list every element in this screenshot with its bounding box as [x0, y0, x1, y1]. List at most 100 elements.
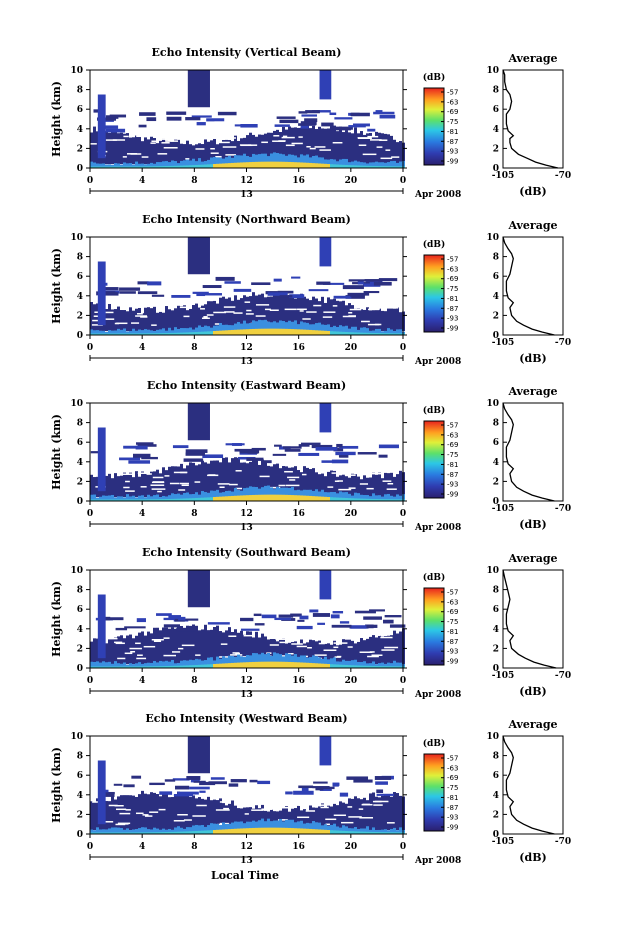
heatmap-cell — [198, 325, 201, 335]
x-tick-label: 20 — [345, 343, 358, 353]
heatmap-cell — [231, 162, 234, 168]
heatmap-cell — [384, 333, 387, 335]
colorbar-tick-label: -87 — [447, 471, 458, 479]
colorbar-label: (dB) — [423, 239, 445, 250]
heatmap-cell — [156, 832, 159, 834]
heatmap-cell — [243, 828, 246, 834]
heatmap-cell — [126, 795, 129, 831]
heatmap-cell — [378, 444, 399, 449]
heatmap-cell — [206, 118, 225, 122]
heatmap-cell — [103, 318, 115, 320]
heatmap-cell — [273, 661, 276, 668]
heatmap-cell — [114, 330, 117, 335]
x-tick-label: 12 — [240, 176, 253, 186]
heatmap-cell — [381, 310, 384, 332]
heatmap-cell — [228, 823, 231, 834]
heatmap-cell — [125, 490, 135, 492]
heatmap-cell — [309, 662, 312, 668]
heatmap-cell — [279, 295, 293, 298]
y-tick-label: 4 — [77, 292, 83, 302]
heatmap-cell — [219, 163, 222, 168]
heatmap-cell — [306, 311, 317, 313]
heatmap-cell — [324, 496, 327, 501]
heatmap-cell — [90, 474, 93, 498]
heatmap-cell — [111, 309, 114, 332]
average-y-tick-label: 2 — [493, 810, 499, 820]
heatmap-cell — [177, 163, 180, 168]
heatmap-cell — [375, 781, 388, 785]
heatmap-cell — [261, 652, 264, 668]
heatmap-cell — [363, 498, 366, 501]
heatmap-cell — [192, 158, 195, 168]
heatmap-cell — [141, 631, 144, 665]
average-y-tick-label: 4 — [493, 125, 499, 135]
heatmap-cell — [102, 821, 114, 823]
heatmap-cell — [300, 828, 303, 834]
heatmap-cell — [372, 665, 375, 668]
heatmap-cell — [199, 781, 216, 786]
heatmap-cell — [363, 831, 366, 834]
heatmap-cell — [177, 626, 180, 665]
heatmap-cell — [183, 629, 186, 665]
heatmap-cell — [369, 665, 372, 668]
heatmap-cell — [354, 643, 357, 665]
heatmap-cell — [93, 830, 96, 834]
heatmap-cell — [334, 636, 349, 638]
heatmap-cell — [376, 634, 381, 636]
heatmap-cell — [276, 152, 279, 168]
average-y-tick-label: 8 — [493, 419, 499, 429]
heatmap-cell — [336, 131, 339, 165]
heatmap-cell — [152, 476, 164, 479]
heatmap-cell — [159, 499, 162, 501]
average-profile-line — [502, 69, 559, 169]
heatmap-cell — [372, 498, 375, 501]
heatmap-cell — [123, 472, 126, 498]
heatmap-cell — [321, 803, 324, 831]
heatmap-cell — [90, 829, 93, 834]
heatmap-cell — [353, 468, 361, 471]
heatmap-cell — [330, 806, 333, 831]
heatmap-cell — [126, 666, 129, 668]
heatmap-cell — [177, 328, 180, 335]
heatmap-cell — [333, 646, 339, 649]
heatmap-cell — [342, 331, 345, 335]
heatmap-cell — [319, 237, 332, 267]
heatmap-cell — [225, 163, 228, 168]
heatmap-cell — [228, 635, 237, 637]
heatmap-cell — [252, 486, 255, 501]
heatmap-cell — [348, 165, 351, 168]
heatmap-cell — [114, 804, 124, 807]
heatmap-cell — [98, 791, 115, 795]
heatmap-cell — [279, 290, 282, 332]
heatmap-cell — [240, 124, 258, 128]
heatmap-cell — [153, 832, 156, 834]
heatmap-cell — [330, 658, 333, 668]
date-label: Apr 2008 — [414, 856, 461, 866]
heatmap-cell — [282, 487, 285, 501]
heatmap-cell — [252, 153, 255, 168]
heatmap-cell — [369, 139, 382, 141]
heatmap-cell — [177, 332, 180, 335]
heatmap-cell — [216, 157, 219, 168]
heatmap-cell — [374, 308, 380, 310]
heatmap-cell — [165, 333, 168, 335]
heatmap-cell — [303, 828, 306, 834]
heatmap-cell — [375, 131, 378, 165]
heatmap-cell — [181, 484, 189, 487]
heatmap-cell — [129, 666, 132, 668]
heatmap-cell — [187, 570, 210, 608]
heatmap-cell — [168, 162, 171, 168]
heatmap-cell — [285, 466, 288, 498]
heatmap-cell — [105, 643, 108, 665]
heatmap-cell — [150, 484, 165, 486]
heatmap-cell — [269, 644, 279, 646]
heatmap-cell — [300, 495, 303, 501]
heatmap-cell — [141, 313, 144, 332]
heatmap-cell — [180, 463, 183, 498]
heatmap-cell — [159, 140, 162, 165]
heatmap-cell — [387, 328, 390, 335]
heatmap-cell — [117, 163, 120, 168]
heatmap-cell — [214, 323, 222, 325]
heatmap-cell — [312, 786, 330, 789]
heatmap-cell — [237, 490, 240, 501]
